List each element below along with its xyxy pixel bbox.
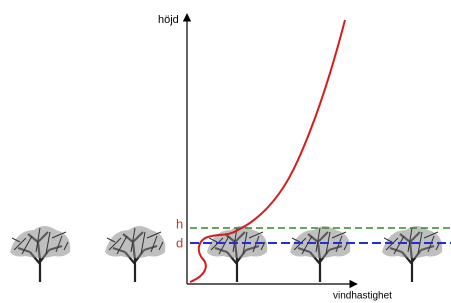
page: höjd vindhastighet h d (() => { const da…	[0, 0, 451, 303]
y-axis-label: höjd	[158, 14, 179, 26]
tree	[290, 226, 350, 282]
tree	[105, 226, 165, 282]
tree	[382, 226, 442, 282]
displacement-height-label: d	[176, 235, 183, 250]
canopy-height-label: h	[176, 216, 183, 231]
wind-profile-diagram: höjd vindhastighet h d	[0, 0, 451, 303]
tree	[10, 226, 70, 282]
x-axis-label: vindhastighet	[333, 291, 392, 302]
